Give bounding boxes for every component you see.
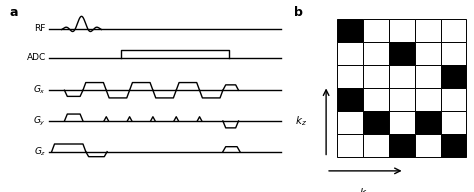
Bar (441, 111, 466, 134)
Bar (415, 88, 441, 111)
Bar (337, 65, 363, 88)
Text: $G_y$: $G_y$ (33, 114, 46, 127)
Text: a: a (9, 6, 18, 19)
Bar (337, 19, 363, 42)
Bar (415, 65, 441, 88)
Bar (363, 134, 389, 157)
Bar (363, 111, 389, 134)
Bar (363, 88, 389, 111)
Text: $k_z$: $k_z$ (295, 115, 307, 128)
Bar (389, 42, 415, 65)
Bar (415, 19, 441, 42)
Bar (337, 111, 363, 134)
Bar (441, 65, 466, 88)
Bar (415, 111, 441, 134)
Bar (363, 42, 389, 65)
Bar (441, 19, 466, 42)
Bar (363, 19, 389, 42)
Bar (389, 65, 415, 88)
Bar (415, 42, 441, 65)
Bar (441, 134, 466, 157)
Bar (337, 42, 363, 65)
Bar (441, 88, 466, 111)
Bar (389, 134, 415, 157)
Text: $k_y$: $k_y$ (359, 186, 372, 192)
Bar (389, 88, 415, 111)
Text: $G_z$: $G_z$ (34, 145, 46, 158)
Text: $G_x$: $G_x$ (33, 84, 46, 97)
Text: RF: RF (35, 24, 46, 33)
Bar (337, 88, 363, 111)
Bar (363, 65, 389, 88)
Text: b: b (294, 6, 303, 19)
Text: ADC: ADC (27, 53, 46, 62)
Bar (441, 42, 466, 65)
Bar (415, 134, 441, 157)
Bar (337, 134, 363, 157)
Bar (389, 19, 415, 42)
Bar (389, 111, 415, 134)
